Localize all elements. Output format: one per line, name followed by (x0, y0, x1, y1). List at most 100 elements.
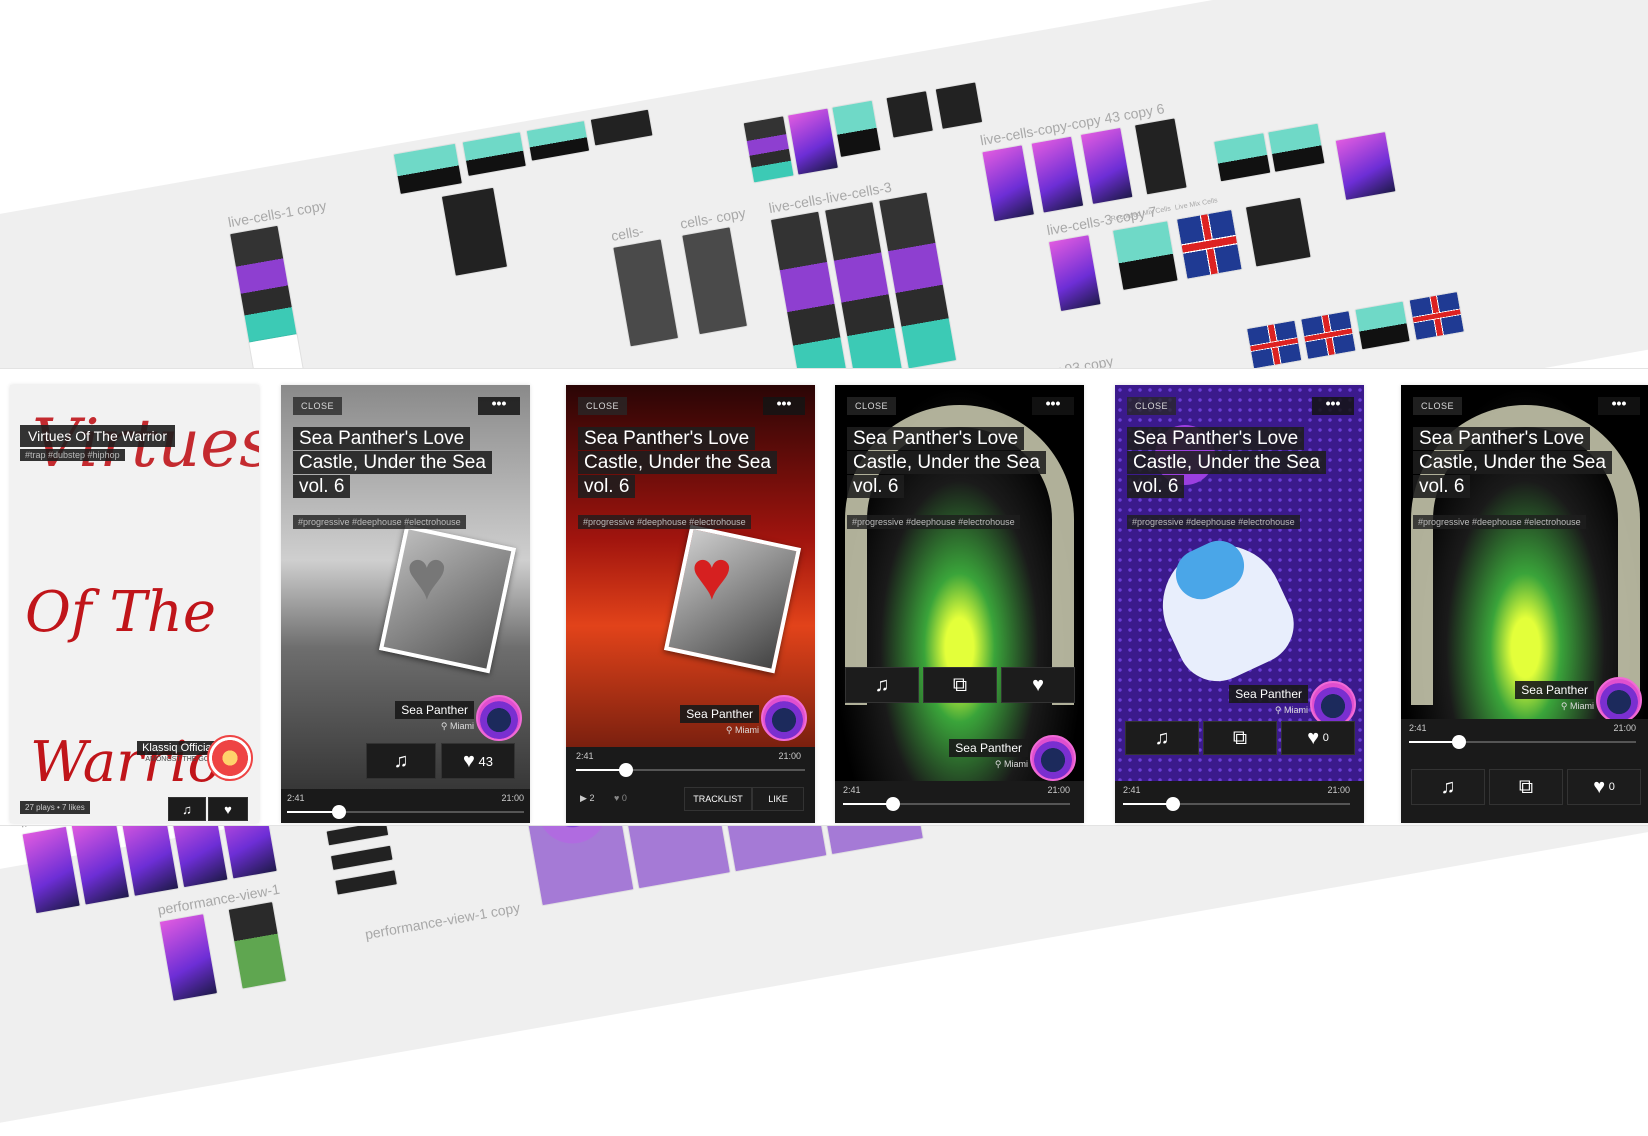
artboard-thumb[interactable] (1048, 235, 1101, 312)
more-options-button[interactable]: ••• (1598, 396, 1640, 415)
avatar[interactable] (207, 735, 253, 781)
like-button[interactable]: LIKE (752, 787, 804, 811)
mix-card[interactable]: CLOSE ••• Sea Panther's Love Castle, Und… (835, 385, 1084, 823)
pin-icon: ⚲ (1274, 705, 1282, 715)
close-button[interactable]: CLOSE (847, 397, 897, 415)
artboard-thumb[interactable] (335, 870, 397, 895)
card-title: Sea Panther's Love Castle, Under the Sea… (847, 427, 1047, 499)
artboard-thumb[interactable] (330, 845, 393, 870)
share-button[interactable]: ⧉ (1203, 721, 1277, 755)
artboard-thumb[interactable] (1031, 136, 1084, 213)
artboard-thumb[interactable] (1335, 132, 1396, 200)
artboard-thumb[interactable] (613, 239, 679, 347)
share-button[interactable]: ⧉ (923, 667, 997, 703)
like-button[interactable]: ♥ 0 (1567, 769, 1641, 805)
like-button[interactable]: ♥ 43 (441, 743, 515, 779)
artist-location: ⚲ Miami (440, 721, 474, 731)
artboard-thumb[interactable] (743, 116, 794, 183)
artist-name[interactable]: Sea Panther (1515, 681, 1594, 699)
heart-icon: ♥ (463, 750, 475, 772)
seek-bar[interactable] (287, 805, 524, 819)
artboard-thumb[interactable] (982, 145, 1034, 222)
playlist-button[interactable]: ♫ (366, 743, 436, 779)
close-button[interactable]: CLOSE (578, 397, 628, 415)
mix-card[interactable]: ♥ CLOSE ••• Sea Panther's Love Castle, U… (566, 385, 815, 823)
seek-bar[interactable] (1409, 735, 1636, 749)
artboard-thumb[interactable] (1113, 221, 1178, 290)
artboard-thumb[interactable] (71, 818, 129, 905)
more-options-button[interactable]: ••• (763, 396, 805, 415)
artist-block: Sea Panther ⚲ Miami (1229, 685, 1308, 716)
seek-knob[interactable] (1165, 797, 1180, 811)
artboard-thumb[interactable] (393, 143, 462, 194)
artist-name[interactable]: Sea Panther (395, 701, 474, 719)
close-button[interactable]: CLOSE (293, 397, 343, 415)
seek-knob[interactable] (885, 797, 900, 811)
artboard-thumb[interactable] (832, 100, 881, 157)
artboard-thumb[interactable] (1268, 123, 1325, 172)
mix-card[interactable]: Virtues Of The Warrior Virtues Of The Wa… (10, 385, 259, 823)
artist-name[interactable]: Sea Panther (1229, 685, 1308, 703)
tracklist-button[interactable]: TRACKLIST (684, 787, 752, 811)
avatar[interactable] (1596, 677, 1642, 723)
artboard-thumb[interactable] (1355, 301, 1410, 350)
artboard-thumb[interactable] (935, 82, 983, 129)
player-bar: 2:41 21:00 (281, 789, 530, 823)
artboard-thumb[interactable] (441, 187, 508, 276)
artboard-thumb[interactable] (886, 91, 933, 138)
artboard-thumb[interactable] (230, 225, 297, 343)
artboard-thumb[interactable] (1080, 128, 1133, 204)
artboard-thumb[interactable] (1177, 209, 1242, 279)
more-options-button[interactable]: ••• (1312, 396, 1354, 415)
like-button[interactable]: ♥ (208, 797, 248, 821)
artboard-thumb[interactable] (462, 132, 526, 176)
artboard-label[interactable]: cells- copy (678, 204, 747, 232)
seek-bar[interactable] (843, 797, 1070, 811)
mix-card[interactable]: ♥ CLOSE ••• Sea Panther's Love Castle, U… (281, 385, 530, 823)
avatar[interactable] (761, 695, 807, 741)
seek-knob[interactable] (1451, 735, 1466, 749)
artboard-thumb[interactable] (788, 108, 838, 175)
seek-knob[interactable] (619, 763, 634, 777)
artboard-label[interactable]: cells- (609, 222, 645, 244)
artboard-thumb[interactable] (682, 227, 747, 335)
artboard-thumb[interactable] (159, 914, 218, 1001)
like-button[interactable]: ♥ 0 (1281, 721, 1355, 755)
playlist-button[interactable]: ♫ (1411, 769, 1485, 805)
playlist-button[interactable]: ♫ (1125, 721, 1199, 755)
player-bar: 2:41 21:00 (1115, 781, 1364, 823)
artboard-label[interactable]: Live Mix Cells (1174, 197, 1219, 212)
avatar[interactable] (476, 695, 522, 741)
mix-card[interactable]: CLOSE ••• Sea Panther's Love Castle, Und… (1401, 385, 1648, 823)
artboard-label[interactable]: performance-view-1 copy (363, 899, 522, 943)
artist-name[interactable]: Sea Panther (680, 705, 759, 723)
artboard-thumb[interactable] (590, 109, 653, 146)
seek-bar-fill (843, 803, 893, 805)
playlist-button[interactable]: ♫ (845, 667, 919, 703)
artboard-thumb[interactable] (228, 902, 286, 989)
pin-icon: ⚲ (440, 721, 448, 731)
artboard-thumb[interactable] (1409, 292, 1464, 340)
playlist-button[interactable]: ♫ (168, 797, 206, 821)
artboard-thumb[interactable] (22, 826, 80, 914)
artboard-thumb[interactable] (1301, 311, 1356, 359)
close-button[interactable]: CLOSE (1413, 397, 1463, 415)
artist-name[interactable]: Sea Panther (949, 739, 1028, 757)
seek-bar[interactable] (1123, 797, 1350, 811)
seek-knob[interactable] (332, 805, 347, 819)
artboard-thumb[interactable] (1214, 133, 1271, 182)
artboard-thumb[interactable] (1245, 197, 1311, 267)
mix-card[interactable]: CLOSE ••• Sea Panther's Love Castle, Und… (1115, 385, 1364, 823)
seek-bar[interactable] (576, 763, 805, 777)
more-options-button[interactable]: ••• (478, 396, 520, 415)
artist-name[interactable]: Klassiq Official (137, 741, 219, 755)
avatar[interactable] (1310, 681, 1356, 727)
artboard-thumb[interactable] (1247, 320, 1302, 369)
artboard-thumb[interactable] (526, 121, 590, 161)
close-button[interactable]: CLOSE (1127, 397, 1177, 415)
avatar[interactable] (1030, 735, 1076, 781)
more-options-button[interactable]: ••• (1032, 396, 1074, 415)
artboard-thumb[interactable] (1135, 118, 1187, 195)
like-button[interactable]: ♥ (1001, 667, 1075, 703)
share-button[interactable]: ⧉ (1489, 769, 1563, 805)
